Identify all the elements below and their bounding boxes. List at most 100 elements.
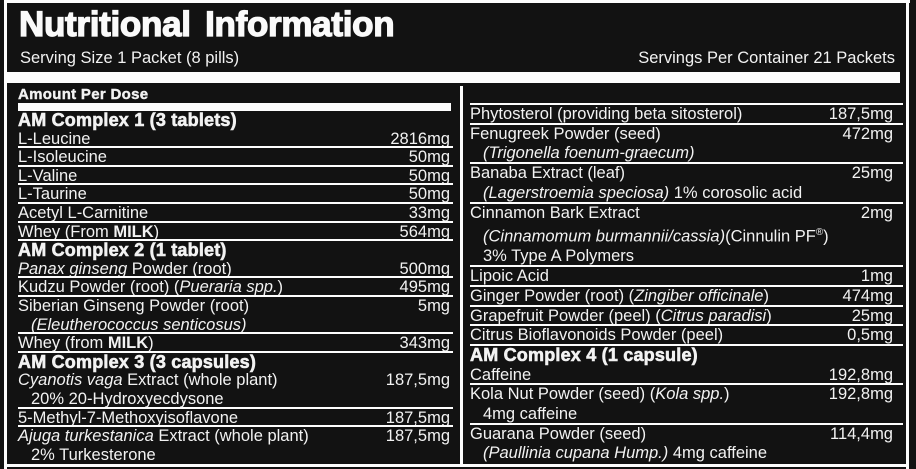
ingredient-name: Grapefruit Powder (peel) (Citrus paradis… xyxy=(470,307,772,327)
ingredient-name: Panax ginseng Powder (root) xyxy=(18,260,232,279)
section-header: AM Complex 2 (1 tablet) xyxy=(18,241,453,260)
text-segment: Grapefruit Powder (peel) ( xyxy=(470,306,661,325)
ingredient-name: Fenugreek Powder (seed) xyxy=(470,125,661,145)
ingredient-row: Ajuga turkestanica Extract (whole plant)… xyxy=(18,427,453,464)
amount-per-dose-label: Amount Per Dose xyxy=(18,86,149,103)
text-segment: 20% 20-Hydroxyecdysone xyxy=(31,389,224,408)
ingredient-row: L-Taurine 50mg xyxy=(18,185,453,204)
ingredient-main-line: Siberian Ginseng Powder (root) 5mg xyxy=(18,297,453,316)
ingredient-amount: 50mg xyxy=(408,185,450,204)
ingredients-column-left: AM Complex 1 (3 tablets) L-Leucine 2816mg L… xyxy=(18,111,453,464)
ingredient-name: Cyanotis vaga Extract (whole plant) xyxy=(18,371,278,390)
ingredient-row: Siberian Ginseng Powder (root) 5mg (Eleuth… xyxy=(18,297,453,334)
text-segment: MILK xyxy=(107,334,149,353)
ingredient-main-line: Ginger Powder (root) (Zingiber officinal… xyxy=(470,287,903,307)
ingredient-main-line: Whey (from MILK) 343mg xyxy=(18,334,453,353)
text-segment: ) xyxy=(148,334,154,353)
ingredient-row: Ginger Powder (root) (Zingiber officinal… xyxy=(470,287,903,307)
ingredient-row: Panax ginseng Powder (root) 500mg xyxy=(18,260,453,279)
ingredient-amount: 500mg xyxy=(399,259,450,278)
text-segment: 4mg caffeine xyxy=(483,405,578,424)
ingredient-main-line: Guarana Powder (seed) 114,4mg xyxy=(470,425,903,445)
ingredient-row: L-Leucine 2816mg xyxy=(18,130,453,149)
ingredient-row: Banaba Extract (leaf) 25mg (Lagerstroemia … xyxy=(470,164,903,203)
ingredient-main-line: L-Leucine 2816mg xyxy=(18,130,453,149)
ingredient-detail: 4mg caffeine xyxy=(470,405,903,425)
ingredient-name: Whey (from MILK) xyxy=(18,334,154,353)
ingredient-amount: 187,5mg xyxy=(828,105,893,123)
text-segment: ) xyxy=(277,278,284,297)
ingredient-name: Whey (From MILK) xyxy=(18,223,159,242)
text-segment: (Trigonella foenum-graecum) xyxy=(483,144,695,163)
ingredient-name: Ajuga turkestanica Extract (whole plant) xyxy=(18,427,309,446)
ingredients-column-right: Phytosterol (providing beta sitosterol) 1… xyxy=(470,105,903,464)
ingredient-amount: 114,4mg xyxy=(830,424,893,443)
ingredient-row: Guarana Powder (seed) 114,4mg (Paullinia c… xyxy=(470,425,903,464)
ingredient-row: Kudzu Powder (root) (Pueraria spp.) 495mg xyxy=(18,278,453,297)
text-segment: Powder (root) xyxy=(127,259,232,278)
text-segment: L-Valine xyxy=(18,166,78,185)
section-header: AM Complex 3 (3 capsules) xyxy=(18,352,453,372)
ingredient-main-line: Citrus Bioflavonoids Powder (peel) 0,5mg xyxy=(470,326,903,346)
ingredient-row: Fenugreek Powder (seed) 472mg (Trigonella … xyxy=(470,125,903,164)
text-segment: Kola Nut Powder (seed) ( xyxy=(470,385,656,404)
ingredient-main-line: Whey (From MILK) 564mg xyxy=(18,223,453,242)
text-segment: ) xyxy=(763,286,769,305)
text-segment: 3% Type A Polymers xyxy=(483,247,635,266)
ingredient-name: Guarana Powder (seed) xyxy=(470,425,646,445)
ingredient-row: Kola Nut Powder (seed) (Kola spp.) 192,8m… xyxy=(470,385,903,424)
ingredient-detail: (Trigonella foenum-graecum) xyxy=(470,144,903,164)
ingredient-main-line: Cyanotis vaga Extract (whole plant) 187,5… xyxy=(18,371,453,390)
ingredient-amount: 25mg xyxy=(851,164,893,183)
ingredient-amount: 343mg xyxy=(399,334,450,353)
text-segment: Pueraria spp. xyxy=(179,278,278,297)
ingredient-main-line: Fenugreek Powder (seed) 472mg xyxy=(470,125,903,145)
ingredient-detail: (Cinnamomum burmannii/cassia)(Cinnulin P… xyxy=(470,223,903,247)
text-segment: Citrus paradisi xyxy=(660,306,767,325)
ingredient-name: L-Valine xyxy=(18,167,77,186)
text-segment: ) xyxy=(766,306,772,325)
text-segment: Fenugreek Powder (seed) xyxy=(470,124,661,143)
ingredient-main-line: Grapefruit Powder (peel) (Citrus paradis… xyxy=(470,307,903,327)
ingredient-main-line: L-Isoleucine 50mg xyxy=(18,148,453,167)
ingredient-detail: 3% Type A Polymers xyxy=(470,247,903,267)
text-segment: Guarana Powder (seed) xyxy=(470,424,647,443)
ingredient-row: Cinnamon Bark Extract 2mg (Cinnamomum burm… xyxy=(470,204,903,268)
text-segment: Whey (from xyxy=(18,334,108,353)
ingredient-name: Acetyl L-Carnitine xyxy=(18,204,148,223)
text-segment: Whey (From xyxy=(18,222,114,241)
ingredient-amount: 33mg xyxy=(408,203,450,222)
ingredient-amount: 2816mg xyxy=(390,129,450,148)
ingredient-row: Whey (from MILK) 343mg xyxy=(18,334,453,353)
text-segment: (Cinnulin PF xyxy=(725,227,816,246)
servings-per-container-text: Servings Per Container 21 Packets xyxy=(638,49,895,67)
text-segment: Caffeine xyxy=(470,365,532,384)
ingredient-main-line: L-Valine 50mg xyxy=(18,167,453,186)
text-segment: Cinnamon Bark Extract xyxy=(470,203,640,222)
ingredient-amount: 474mg xyxy=(842,286,893,305)
ingredient-main-line: Caffeine 192,8mg xyxy=(470,366,903,386)
text-segment: (Cinnamomum burmannii/cassia) xyxy=(483,227,726,246)
text-segment: Kudzu Powder (root) ( xyxy=(18,278,180,297)
column-divider xyxy=(460,86,463,464)
ingredient-detail: 20% 20-Hydroxyecdysone xyxy=(18,390,453,409)
text-segment: 5-Methyl-7-Methoxyisoflavone xyxy=(18,408,239,427)
ingredient-row: L-Valine 50mg xyxy=(18,167,453,186)
text-segment: (Eleutherococcus senticosus) xyxy=(31,315,247,334)
ingredient-main-line: Panax ginseng Powder (root) 500mg xyxy=(18,260,453,279)
ingredient-amount: 50mg xyxy=(408,148,450,167)
ingredient-name: Banaba Extract (leaf) xyxy=(470,164,625,184)
ingredient-name: Kudzu Powder (root) (Pueraria spp.) xyxy=(18,278,283,297)
text-segment: Extract (whole plant) xyxy=(153,427,309,446)
ingredient-main-line: Kudzu Powder (root) (Pueraria spp.) 495mg xyxy=(18,278,453,297)
text-segment: 1% corosolic acid xyxy=(669,183,803,202)
ingredient-main-line: Acetyl L-Carnitine 33mg xyxy=(18,204,453,223)
ingredient-row: 5-Methyl-7-Methoxyisoflavone 187,5mg xyxy=(18,409,453,428)
text-segment: Banaba Extract (leaf) xyxy=(470,164,625,183)
ingredient-row: Acetyl L-Carnitine 33mg xyxy=(18,204,453,223)
text-segment: Citrus Bioflavonoids Powder (peel) xyxy=(470,326,724,345)
section-header: AM Complex 1 (3 tablets) xyxy=(18,110,237,130)
text-segment: L-Taurine xyxy=(18,185,87,204)
ingredient-name: Lipoic Acid xyxy=(470,267,549,287)
